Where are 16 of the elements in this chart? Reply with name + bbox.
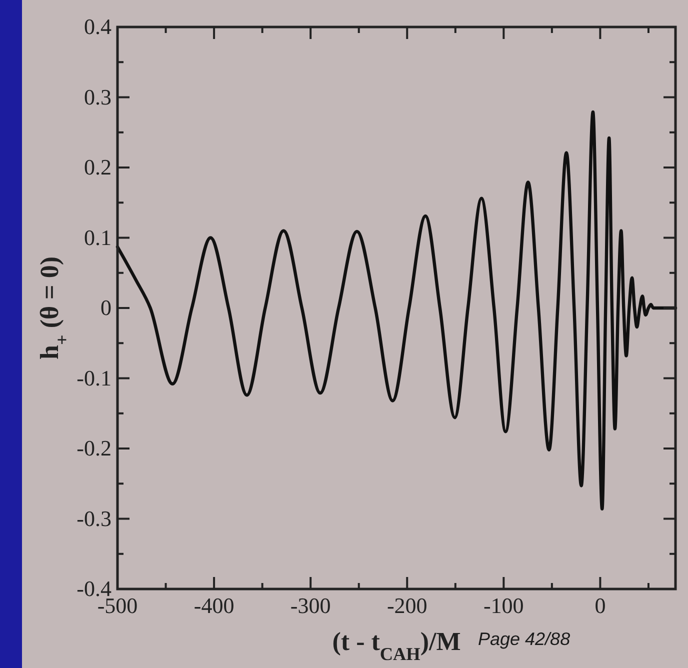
y-tick-label: 0.1 bbox=[84, 224, 112, 250]
y-tick-label: 0.3 bbox=[84, 84, 112, 110]
x-tick-label: -200 bbox=[386, 593, 428, 618]
x-tick-label: 0 bbox=[594, 593, 606, 618]
text: Page 42/88 bbox=[478, 629, 570, 649]
y-tick-label: -0.2 bbox=[76, 436, 112, 460]
y-tick-label: -0.1 bbox=[76, 365, 112, 390]
x-tick-label: -300 bbox=[290, 593, 331, 618]
x-tick-label: -400 bbox=[194, 593, 234, 618]
y-tick-label: 0.4 bbox=[84, 14, 112, 39]
y-tick-label: 0.2 bbox=[84, 154, 112, 180]
x-axis-title: (t - t$_{CAH}$)/M bbox=[332, 627, 461, 664]
y-tick-label: 0 bbox=[100, 295, 112, 320]
x-tick-label: -100 bbox=[483, 593, 524, 618]
line-series bbox=[116, 110, 678, 511]
y-tick-label: -0.3 bbox=[76, 506, 112, 531]
